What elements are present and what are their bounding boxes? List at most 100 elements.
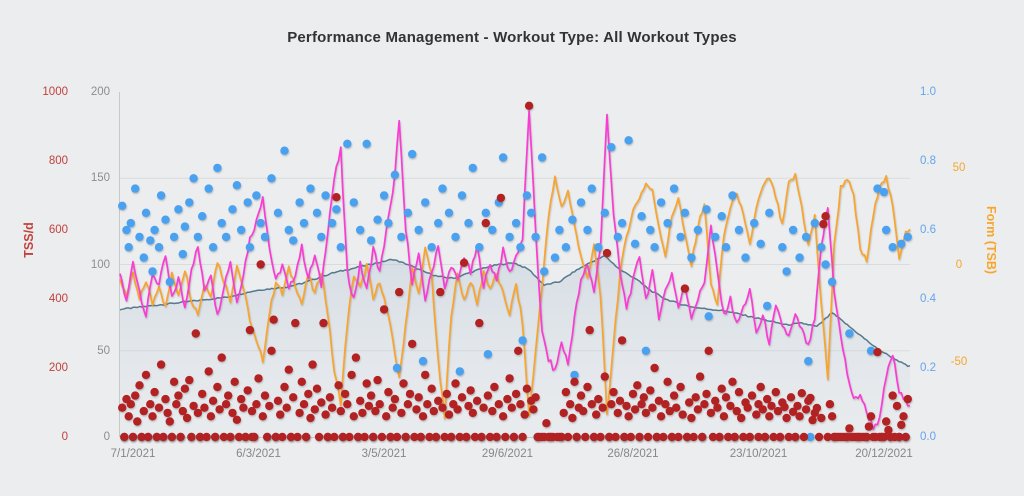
tss-dot-scatter-dot[interactable] [643, 432, 653, 442]
if-dot-scatter-dot[interactable] [457, 191, 467, 200]
if-dot-scatter-dot[interactable] [882, 225, 891, 235]
tss-dot-scatter-dot[interactable] [165, 417, 174, 426]
tss-dot-scatter-dot[interactable] [358, 408, 367, 418]
if-dot-scatter-dot[interactable] [408, 149, 417, 159]
tss-dot-scatter-dot[interactable] [265, 401, 274, 411]
tss-dot-scatter-dot[interactable] [570, 377, 579, 386]
if-dot-scatter-dot[interactable] [256, 218, 265, 228]
if-dot-scatter-dot[interactable] [570, 370, 579, 380]
if-dot-scatter-dot[interactable] [306, 184, 315, 193]
tss-dot-scatter-dot[interactable] [892, 401, 902, 411]
tss-dot-scatter-dot[interactable] [323, 432, 332, 442]
tss-dot-scatter-dot[interactable] [791, 432, 800, 442]
tss-dot-scatter-dot[interactable] [669, 391, 679, 400]
tss-dot-scatter-dot[interactable] [503, 394, 512, 404]
tss-dot-scatter-dot[interactable] [390, 394, 400, 404]
if-dot-scatter-dot[interactable] [418, 356, 428, 366]
tss-dot-scatter-dot[interactable] [585, 325, 594, 335]
if-dot-scatter-dot[interactable] [641, 346, 651, 355]
tss-dot-scatter-dot[interactable] [771, 387, 780, 397]
if-dot-scatter-dot[interactable] [366, 236, 376, 245]
tss-dot-scatter-dot[interactable] [607, 400, 616, 409]
tss-dot-scatter-dot[interactable] [479, 403, 488, 412]
if-dot-scatter-dot[interactable] [397, 232, 406, 242]
if-dot-scatter-dot[interactable] [154, 243, 164, 252]
tss-dot-scatter-dot[interactable] [397, 408, 406, 418]
if-dot-scatter-dot[interactable] [518, 336, 527, 345]
if-dot-scatter-dot[interactable] [522, 191, 532, 200]
tss-dot-scatter-dot[interactable] [269, 315, 278, 324]
tss-dot-scatter-dot[interactable] [496, 193, 506, 203]
tss-dot-scatter-dot[interactable] [124, 412, 133, 421]
tss-dot-scatter-dot[interactable] [613, 408, 622, 418]
tss-dot-scatter-dot[interactable] [700, 400, 709, 409]
if-dot-scatter-dot[interactable] [897, 239, 906, 248]
tss-dot-scatter-dot[interactable] [304, 389, 313, 399]
tss-dot-scatter-dot[interactable] [611, 432, 620, 442]
tss-dot-scatter-dot[interactable] [191, 329, 200, 338]
tss-dot-scatter-dot[interactable] [763, 394, 772, 404]
tss-dot-scatter-dot[interactable] [821, 212, 830, 221]
tss-dot-scatter-dot[interactable] [312, 384, 322, 393]
tss-dot-scatter-dot[interactable] [615, 396, 625, 405]
if-dot-scatter-dot[interactable] [750, 218, 759, 228]
tss-dot-scatter-dot[interactable] [654, 396, 664, 405]
tss-dot-scatter-dot[interactable] [330, 432, 339, 442]
if-dot-scatter-dot[interactable] [576, 198, 586, 207]
if-dot-scatter-dot[interactable] [646, 225, 655, 235]
tss-dot-scatter-dot[interactable] [745, 432, 754, 442]
tss-dot-scatter-dot[interactable] [239, 403, 248, 412]
if-dot-scatter-dot[interactable] [587, 184, 596, 193]
if-dot-scatter-dot[interactable] [717, 212, 726, 221]
tss-dot-scatter-dot[interactable] [566, 400, 575, 409]
tss-dot-scatter-dot[interactable] [468, 408, 477, 418]
tss-dot-scatter-dot[interactable] [646, 386, 655, 395]
tss-dot-scatter-dot[interactable] [765, 412, 774, 421]
tss-dot-scatter-dot[interactable] [451, 379, 460, 388]
if-dot-scatter-dot[interactable] [537, 153, 547, 162]
tss-dot-scatter-dot[interactable] [120, 432, 129, 442]
if-dot-scatter-dot[interactable] [687, 253, 696, 262]
if-dot-scatter-dot[interactable] [327, 218, 337, 228]
tss-dot-scatter-dot[interactable] [377, 432, 387, 442]
tss-dot-scatter-dot[interactable] [626, 432, 635, 442]
tss-dot-scatter-dot[interactable] [336, 406, 345, 416]
if-dot-scatter-dot[interactable] [756, 239, 765, 248]
tss-dot-scatter-dot[interactable] [600, 372, 609, 381]
tss-dot-scatter-dot[interactable] [780, 402, 789, 412]
tss-dot-scatter-dot[interactable] [299, 400, 309, 409]
tss-dot-scatter-dot[interactable] [721, 393, 731, 402]
tss-dot-scatter-dot[interactable] [739, 432, 748, 442]
tss-dot-scatter-dot[interactable] [793, 401, 802, 411]
tss-dot-scatter-dot[interactable] [713, 403, 722, 412]
if-dot-scatter-dot[interactable] [613, 232, 622, 242]
tss-dot-scatter-dot[interactable] [561, 387, 571, 397]
tss-dot-scatter-dot[interactable] [557, 432, 566, 442]
tss-dot-scatter-dot[interactable] [198, 389, 207, 399]
tss-dot-scatter-dot[interactable] [507, 403, 516, 412]
if-dot-scatter-dot[interactable] [122, 225, 131, 235]
if-dot-scatter-dot[interactable] [178, 249, 187, 259]
if-dot-scatter-dot[interactable] [741, 253, 750, 262]
if-dot-scatter-dot[interactable] [221, 232, 231, 242]
tss-dot-scatter-dot[interactable] [752, 410, 761, 419]
tss-dot-scatter-dot[interactable] [693, 405, 703, 414]
if-dot-scatter-dot[interactable] [161, 215, 170, 224]
if-dot-scatter-dot[interactable] [284, 225, 293, 235]
tss-dot-scatter-dot[interactable] [689, 432, 698, 442]
tss-dot-scatter-dot[interactable] [405, 389, 415, 399]
tss-dot-scatter-dot[interactable] [708, 432, 718, 442]
tss-dot-scatter-dot[interactable] [429, 406, 438, 416]
tss-dot-scatter-dot[interactable] [579, 406, 588, 416]
if-dot-scatter-dot[interactable] [821, 260, 830, 269]
tss-dot-scatter-dot[interactable] [797, 389, 806, 398]
tss-dot-scatter-dot[interactable] [490, 382, 499, 392]
tss-dot-scatter-dot[interactable] [384, 387, 393, 397]
tss-dot-scatter-dot[interactable] [345, 432, 354, 442]
tss-dot-scatter-dot[interactable] [338, 432, 348, 442]
tss-dot-scatter-dot[interactable] [438, 403, 447, 412]
tss-dot-scatter-dot[interactable] [284, 365, 293, 374]
tss-dot-scatter-dot[interactable] [276, 410, 285, 419]
if-dot-scatter-dot[interactable] [600, 208, 609, 217]
tss-dot-scatter-dot[interactable] [864, 422, 874, 431]
